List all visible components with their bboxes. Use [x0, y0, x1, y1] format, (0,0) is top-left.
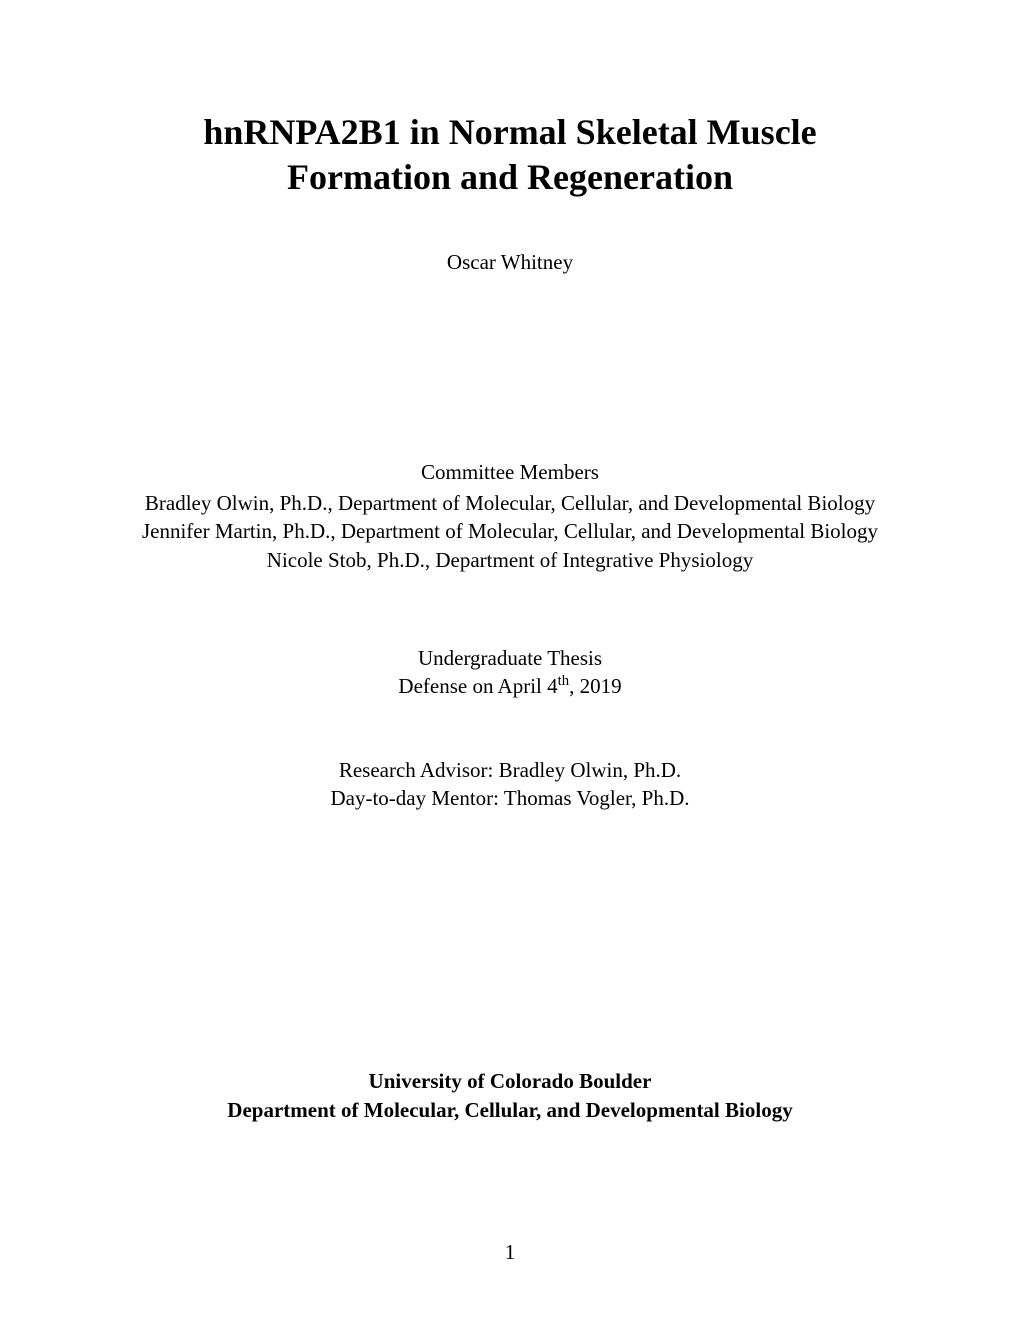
defense-date: Defense on April 4th, 2019 [130, 672, 890, 700]
committee-member-2: Jennifer Martin, Ph.D., Department of Mo… [130, 517, 890, 545]
defense-prefix: Defense on April 4 [398, 674, 557, 698]
committee-header: Committee Members [130, 460, 890, 485]
university-name: University of Colorado Boulder [130, 1067, 890, 1095]
department-name: Department of Molecular, Cellular, and D… [130, 1096, 890, 1124]
thesis-type: Undergraduate Thesis [130, 644, 890, 672]
day-mentor: Day-to-day Mentor: Thomas Vogler, Ph.D. [130, 784, 890, 812]
advisor-section: Research Advisor: Bradley Olwin, Ph.D. D… [130, 756, 890, 813]
ordinal-suffix: th [558, 673, 569, 689]
document-title: hnRNPA2B1 in Normal Skeletal Muscle Form… [130, 110, 890, 200]
committee-member-1: Bradley Olwin, Ph.D., Department of Mole… [130, 489, 890, 517]
thesis-section: Undergraduate Thesis Defense on April 4t… [130, 644, 890, 701]
committee-section: Committee Members Bradley Olwin, Ph.D., … [130, 460, 890, 574]
committee-member-3: Nicole Stob, Ph.D., Department of Integr… [130, 546, 890, 574]
page-number: 1 [0, 1240, 1020, 1265]
institution-section: University of Colorado Boulder Departmen… [130, 1067, 890, 1124]
research-advisor: Research Advisor: Bradley Olwin, Ph.D. [130, 756, 890, 784]
defense-suffix: , 2019 [569, 674, 622, 698]
author-name: Oscar Whitney [130, 250, 890, 275]
